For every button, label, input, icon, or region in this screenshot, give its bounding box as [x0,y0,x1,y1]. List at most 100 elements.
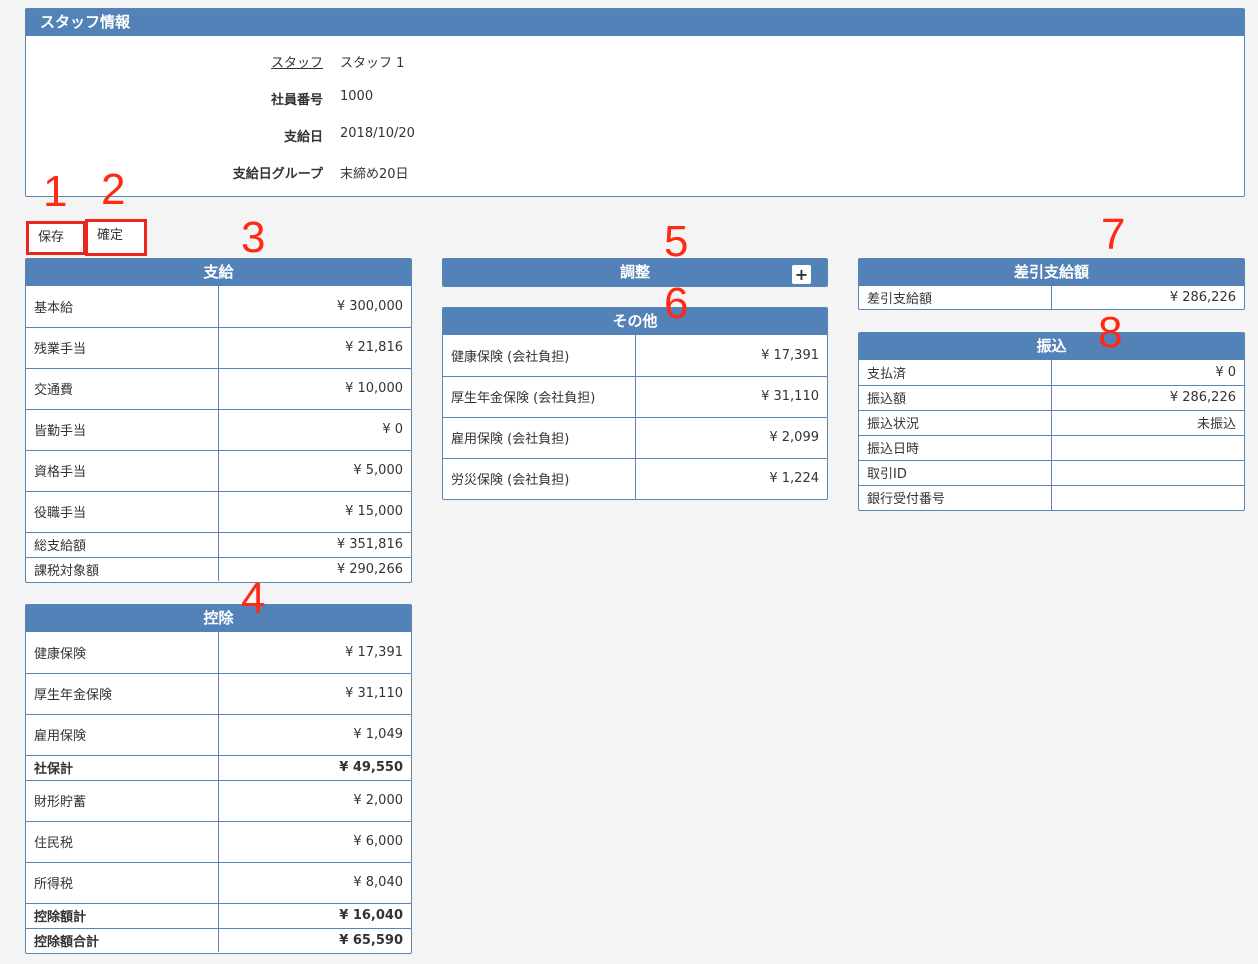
row-label: 控除額計 [26,902,219,928]
row-value: ¥ 2,000 [218,779,411,821]
row-label: 資格手当 [26,449,219,491]
row-value: ¥ 1,224 [635,457,827,499]
other-title: その他 [443,308,827,335]
adjustment-panel: 調整 + [442,258,828,287]
marker-3: 3 [241,213,266,262]
row-value: ¥ 8,040 [218,861,411,903]
row-label: 振込日時 [859,434,1052,460]
transfer-table: 支払済 ¥ 0 振込額 ¥ 286,226 振込状況 未振込 振込日時 取引ID 銀行… [859,360,1244,510]
row-label: 社保計 [26,754,219,780]
table-row: 厚生年金保険 (会社負担) ¥ 31,110 [443,375,827,417]
row-label: 交通費 [26,367,219,409]
plus-icon: + [794,265,809,284]
row-label: 支払済 [859,360,1052,385]
row-label: 控除額合計 [26,927,219,952]
net-pay-panel: 差引支給額 差引支給額 ¥ 286,226 [858,258,1245,310]
row-label: 厚生年金保険 [26,672,219,714]
table-row: 支払済 ¥ 0 [859,360,1244,385]
table-row: 交通費 ¥ 10,000 [26,367,411,409]
row-value: ¥ 15,000 [218,490,411,532]
other-table: 健康保険 (会社負担) ¥ 17,391 厚生年金保険 (会社負担) ¥ 31,11… [443,335,827,499]
row-value: ¥ 6,000 [218,820,411,862]
payment-table: 基本給 ¥ 300,000 残業手当 ¥ 21,816 交通費 ¥ 10,000 皆勤… [26,286,411,581]
pay-date-group-value: 末締め20日 [340,167,409,182]
add-adjustment-button[interactable]: + [792,265,811,284]
row-label: 雇用保険 [26,713,219,755]
employee-number-label: 社員番号 [270,93,323,108]
employee-number-value: 1000 [340,89,374,104]
employee-number-row: 社員番号 1000 [26,89,626,109]
row-label: 財形貯蓄 [26,779,219,821]
row-label: 皆勤手当 [26,408,219,450]
row-value: ¥ 286,226 [1169,290,1236,305]
table-row: 資格手当 ¥ 5,000 [26,449,411,491]
other-panel: その他 健康保険 (会社負担) ¥ 17,391 厚生年金保険 (会社負担) ¥ 3… [442,307,828,500]
confirm-button[interactable]: 確定 [85,219,147,256]
table-row: 社保計 ¥ 49,550 [26,754,411,780]
row-value [1051,459,1244,485]
row-value: ¥ 17,391 [345,644,403,660]
row-value: ¥ 17,391 [761,347,819,363]
row-label: 振込状況 [859,409,1052,435]
deduction-title: 控除 [26,605,411,632]
row-value: ¥ 1,049 [218,713,411,755]
row-value: ¥ 351,816 [218,531,411,557]
row-label: 振込額 [859,384,1052,410]
table-row: 総支給額 ¥ 351,816 [26,531,411,557]
pay-date-group-label: 支給日グループ [232,167,323,182]
net-pay-table: 差引支給額 ¥ 286,226 [859,286,1244,309]
row-value [1051,484,1244,510]
staff-info-title: スタッフ情報 [26,9,1244,36]
row-value: ¥ 31,110 [218,672,411,714]
row-value: ¥ 65,590 [218,927,411,952]
staff-link[interactable]: スタッフ [270,56,323,71]
adjustment-title: 調整 + [443,259,827,286]
row-value: ¥ 5,000 [218,449,411,491]
staff-info-panel: スタッフ情報 スタッフ スタッフ 1 社員番号 1000 支給日 2018/10… [25,8,1245,197]
table-row: 控除額合計 ¥ 65,590 [26,927,411,952]
row-label: 課税対象額 [26,556,219,581]
row-value [1051,434,1244,460]
table-row: 住民税 ¥ 6,000 [26,820,411,862]
marker-5: 5 [664,217,689,266]
row-value: ¥ 286,226 [1051,384,1244,410]
table-row: 雇用保険 ¥ 1,049 [26,713,411,755]
row-label: 差引支給額 [859,286,1052,309]
table-row: 控除額計 ¥ 16,040 [26,902,411,928]
row-value: ¥ 49,550 [218,754,411,780]
row-label: 総支給額 [26,531,219,557]
adjustment-title-text: 調整 [619,263,650,281]
row-label: 労災保険 (会社負担) [443,457,636,499]
row-value: ¥ 16,040 [218,902,411,928]
table-row: 財形貯蓄 ¥ 2,000 [26,779,411,821]
net-pay-title: 差引支給額 [859,259,1244,286]
table-row: 所得税 ¥ 8,040 [26,861,411,903]
table-row: 皆勤手当 ¥ 0 [26,408,411,450]
save-button[interactable]: 保存 [26,221,86,255]
marker-8: 8 [1098,308,1123,357]
row-label: 健康保険 [26,632,219,673]
payment-panel: 支給 基本給 ¥ 300,000 残業手当 ¥ 21,816 交通費 ¥ 10,000… [25,258,412,583]
transfer-title: 振込 [859,333,1244,360]
marker-4: 4 [241,574,266,623]
table-row: 残業手当 ¥ 21,816 [26,326,411,368]
table-row: 雇用保険 (会社負担) ¥ 2,099 [443,416,827,458]
marker-6: 6 [664,279,689,328]
row-value: ¥ 0 [1215,364,1236,380]
row-value: 未振込 [1051,409,1244,435]
row-value: ¥ 0 [218,408,411,450]
table-row: 健康保険 ¥ 17,391 [26,632,411,673]
table-row: 振込額 ¥ 286,226 [859,384,1244,410]
row-label: 厚生年金保険 (会社負担) [443,375,636,417]
pay-date-value: 2018/10/20 [340,126,415,141]
pay-date-row: 支給日 2018/10/20 [26,126,626,146]
row-label: 残業手当 [26,326,219,368]
table-row: 課税対象額 ¥ 290,266 [26,556,411,581]
table-row: 厚生年金保険 ¥ 31,110 [26,672,411,714]
row-value: ¥ 2,099 [635,416,827,458]
deduction-panel: 控除 健康保険 ¥ 17,391 厚生年金保険 ¥ 31,110 雇用保険 ¥ 1,0… [25,604,412,954]
table-row: 銀行受付番号 [859,484,1244,510]
pay-date-group-row: 支給日グループ 末締め20日 [26,163,626,183]
table-row: 差引支給額 ¥ 286,226 [859,286,1244,309]
pay-date-label: 支給日 [283,130,323,145]
